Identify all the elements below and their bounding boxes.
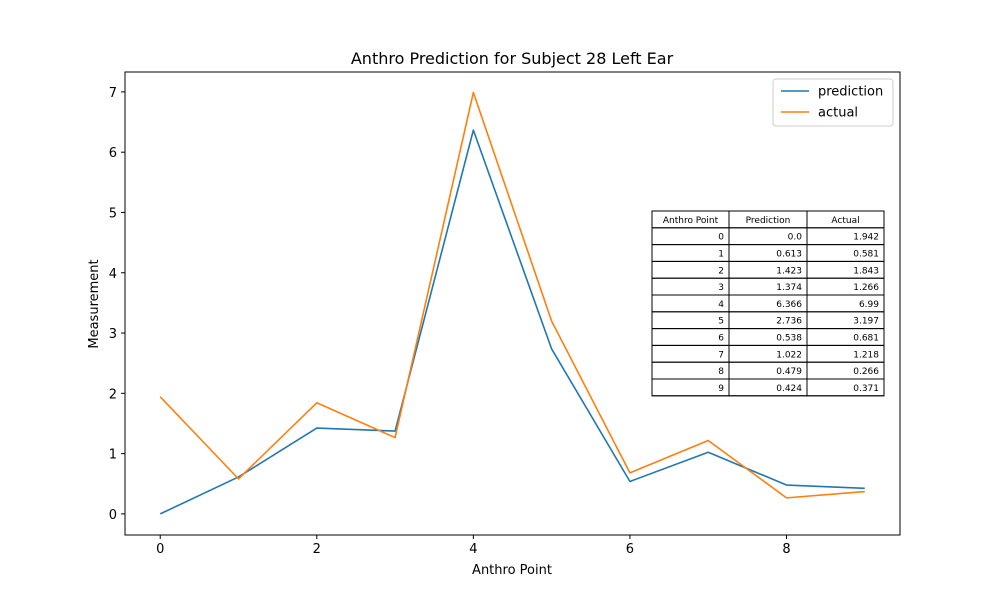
plot-area	[159, 91, 865, 515]
y-tick-label: 6	[109, 146, 117, 161]
table-cell: 1.942	[853, 233, 879, 243]
y-tick-label: 3	[109, 327, 117, 342]
legend: prediction actual	[772, 78, 894, 127]
table-cell: 2	[718, 266, 724, 276]
y-axis-label: Measurement	[87, 259, 102, 348]
table-cell: 0.479	[776, 367, 802, 377]
y-tick-label: 4	[109, 267, 117, 282]
table-header-cell: Prediction	[746, 216, 791, 226]
series-line-actual	[159, 91, 865, 499]
x-tick-label: 6	[626, 542, 634, 557]
table-cell-border	[806, 378, 885, 397]
x-tick-label: 0	[156, 542, 164, 557]
y-axis-ticks: 0 1 2 3 4 5 6 7	[109, 86, 125, 523]
table-cell: 0.538	[776, 334, 802, 344]
table-cell: 1.218	[853, 350, 879, 360]
table-cell: 6	[718, 334, 724, 344]
table-cell: 0.266	[853, 367, 879, 377]
table-header-cell: Anthro Point	[663, 216, 719, 226]
y-tick-label: 7	[109, 86, 117, 101]
table-cell: 1.423	[776, 266, 802, 276]
table-cell: 8	[718, 367, 724, 377]
table-cell: 3	[718, 283, 724, 293]
x-axis-label: Anthro Point	[472, 563, 552, 578]
table-cell: 9	[718, 384, 724, 394]
table-cell: 6.99	[859, 300, 879, 310]
table-cell: 4	[718, 300, 724, 310]
x-axis-ticks: 0 2 4 6 8	[156, 535, 791, 557]
table-cell: 0.581	[853, 250, 879, 260]
table-cell: 3.197	[853, 317, 879, 327]
chart-title: Anthro Prediction for Subject 28 Left Ea…	[351, 49, 674, 68]
table-cell: 1.266	[853, 283, 879, 293]
table-cell: 0.0	[788, 233, 803, 243]
table-cell: 0	[718, 233, 724, 243]
table-cell: 2.736	[776, 317, 802, 327]
legend-label: prediction	[818, 85, 883, 100]
y-tick-label: 0	[109, 508, 117, 523]
table-cell: 0.681	[853, 334, 879, 344]
x-tick-label: 4	[469, 542, 477, 557]
y-tick-label: 5	[109, 206, 117, 221]
legend-label: actual	[818, 106, 858, 121]
table-cell: 1.374	[776, 283, 802, 293]
table-cell: 6.366	[776, 300, 802, 310]
table-cell: 5	[718, 317, 724, 327]
table-cell: 1.022	[776, 350, 802, 360]
x-tick-label: 8	[782, 542, 790, 557]
table-frame	[651, 210, 885, 397]
table-header-cell: Actual	[831, 216, 859, 226]
table-cell: 0.371	[853, 384, 879, 394]
table-cell: 1	[718, 250, 724, 260]
data-table: Anthro Point Prediction Actual 0 0.0 1.942 1 0.…	[651, 210, 885, 397]
y-tick-label: 1	[109, 448, 117, 463]
table-cell: 0.613	[776, 250, 802, 260]
table-cell: 7	[718, 350, 724, 360]
table-cell: 1.843	[853, 266, 879, 276]
x-tick-label: 2	[313, 542, 321, 557]
table-cell: 0.424	[776, 384, 802, 394]
y-tick-label: 2	[109, 387, 117, 402]
axes-frame	[124, 71, 901, 536]
